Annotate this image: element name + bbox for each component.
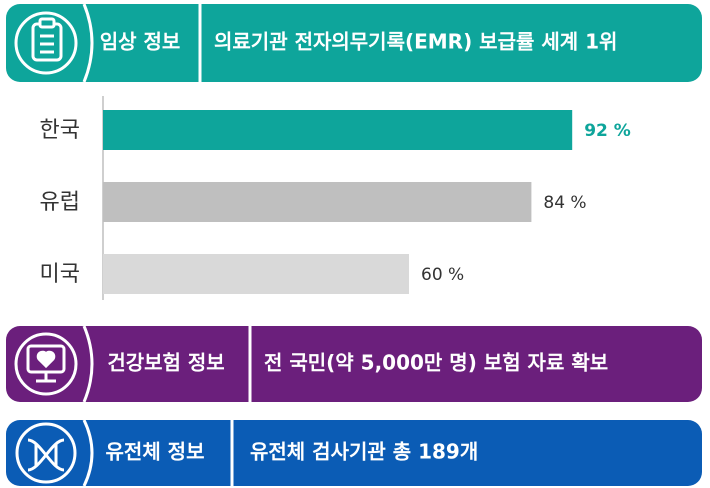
banner: [6, 326, 702, 402]
banner-label: 유전체 정보: [106, 440, 205, 464]
banner-label: 건강보험 정보: [107, 351, 224, 375]
value-label: 92 %: [584, 121, 631, 141]
banner-curve: [82, 3, 94, 83]
icon-ring: [15, 422, 77, 484]
banner: [6, 4, 702, 82]
bar: [103, 254, 409, 294]
banner-text: 의료기관 전자의무기록(EMR) 보급률 세계 1위: [214, 30, 617, 54]
category-label: 미국: [40, 262, 80, 287]
banner-text: 유전체 검사기관 총 189개: [250, 440, 478, 464]
banner-text: 전 국민(약 5,000만 명) 보험 자료 확보: [264, 351, 608, 375]
bar: [103, 182, 532, 222]
chart: 한국 92 % 유럽 84 % 미국 60 %: [40, 110, 631, 294]
category-label: 유럽: [40, 190, 80, 215]
icon-ring: [14, 11, 78, 75]
banner-curve: [82, 419, 94, 487]
category-label: 한국: [40, 118, 80, 143]
banner-label: 임상 정보: [100, 30, 181, 54]
banner: [6, 420, 702, 486]
bar: [103, 110, 573, 150]
dna-icon: [27, 438, 65, 472]
value-label: 60 %: [421, 265, 464, 285]
icons: [26, 17, 66, 472]
value-label: 84 %: [543, 193, 586, 213]
clipboard-icon: [31, 17, 63, 62]
banner-curve: [82, 325, 94, 403]
icon-ring: [14, 332, 78, 396]
monitor-icon: [26, 344, 66, 383]
